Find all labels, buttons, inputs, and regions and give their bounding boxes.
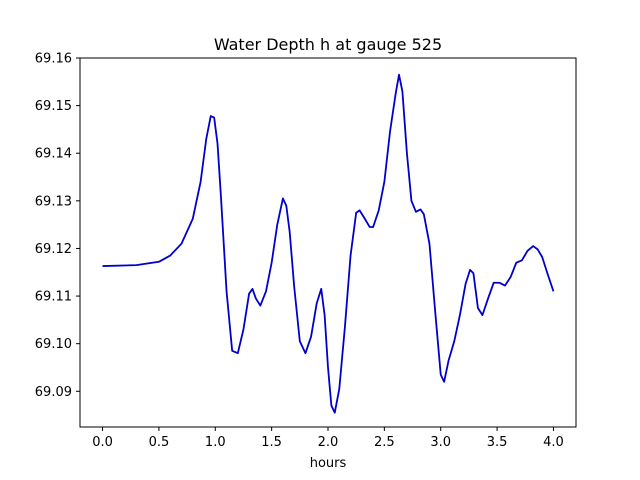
y-tick-label: 69.11 [35, 290, 72, 305]
y-tick-label: 69.15 [35, 99, 72, 114]
x-tick-label: 0.0 [92, 435, 113, 450]
x-tick-label: 3.5 [487, 435, 508, 450]
y-tick-label: 69.14 [35, 147, 72, 162]
x-tick-label: 2.0 [318, 435, 339, 450]
y-tick-label: 69.16 [35, 52, 72, 67]
x-tick-label: 3.0 [430, 435, 451, 450]
x-axis: 0.0 0.5 1.0 1.5 2.0 2.5 3.0 3.5 4.0 [92, 427, 564, 450]
y-axis: 69.09 69.10 69.11 69.12 69.13 69.14 69.15 69.16 [35, 52, 80, 400]
y-tick-label: 69.12 [35, 242, 72, 257]
chart-title: Water Depth h at gauge 525 [214, 35, 442, 54]
y-tick-label: 69.10 [35, 337, 72, 352]
x-tick-label: 1.5 [261, 435, 282, 450]
x-tick-label: 2.5 [374, 435, 395, 450]
x-tick-label: 4.0 [543, 435, 564, 450]
series-line [102, 73, 555, 414]
x-tick-label: 1.0 [205, 435, 226, 450]
x-tick-label: 0.5 [149, 435, 170, 450]
y-tick-label: 69.13 [35, 194, 72, 209]
x-axis-label: hours [310, 456, 347, 471]
y-tick-label: 69.09 [35, 385, 72, 400]
plot-area [79, 57, 577, 428]
